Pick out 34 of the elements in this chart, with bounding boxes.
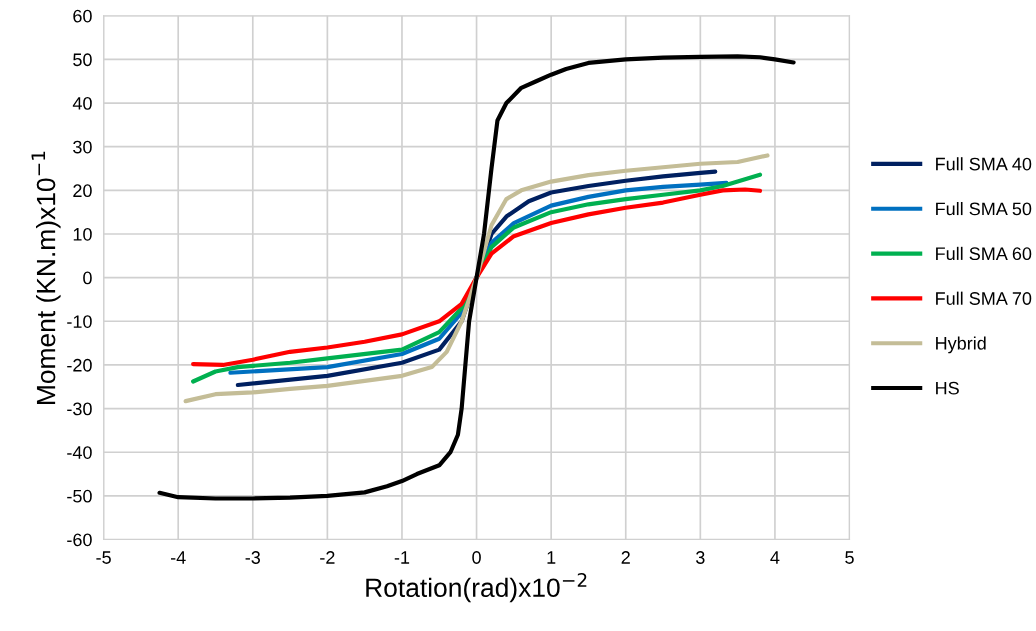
- y-tick-label: -60: [67, 533, 92, 547]
- x-tick-label: 4: [770, 551, 780, 564]
- legend-label: Full SMA 70: [936, 291, 1032, 305]
- y-tick-label: 40: [72, 97, 92, 110]
- x-tick-label: -2: [320, 551, 335, 564]
- x-tick-label: 1: [547, 551, 556, 564]
- y-tick-label: 60: [73, 9, 92, 23]
- x-tick-label: 0: [472, 551, 481, 564]
- y-tick-label: 0: [83, 271, 92, 285]
- x-tick-label: -1: [394, 551, 410, 564]
- x-tick-label: 3: [696, 551, 705, 564]
- x-axis-title: Rotation(rad)x10$^{−2}$: [366, 573, 587, 603]
- y-tick-label: 50: [73, 53, 92, 67]
- line-series: [183, 153, 770, 404]
- legend-label: Full SMA 40: [936, 157, 1032, 171]
- y-tick-label: 10: [73, 227, 92, 241]
- y-tick-label: -20: [67, 358, 92, 372]
- legend-label: Full SMA 60: [936, 246, 1032, 261]
- line-series: [157, 54, 796, 501]
- legend-label: Full SMA 50: [936, 202, 1032, 216]
- x-tick-label: -4: [170, 551, 186, 564]
- legend-label: Hybrid: [936, 336, 986, 354]
- y-tick-label: 20: [73, 184, 92, 198]
- legend-label: HS: [936, 381, 959, 395]
- x-tick-label: 2: [621, 551, 630, 564]
- y-tick-label: -10: [67, 315, 92, 328]
- y-tick-label: -50: [67, 489, 92, 503]
- x-tick-label: 5: [845, 551, 854, 564]
- x-tick-label: -3: [245, 551, 261, 564]
- y-tick-label: -30: [67, 402, 92, 416]
- x-tick-label: -5: [96, 551, 111, 564]
- y-tick-label: -40: [67, 446, 92, 459]
- y-tick-label: 30: [73, 140, 92, 154]
- y-axis-title: Moment (KN.m)x10$^{−1}$: [31, 151, 61, 404]
